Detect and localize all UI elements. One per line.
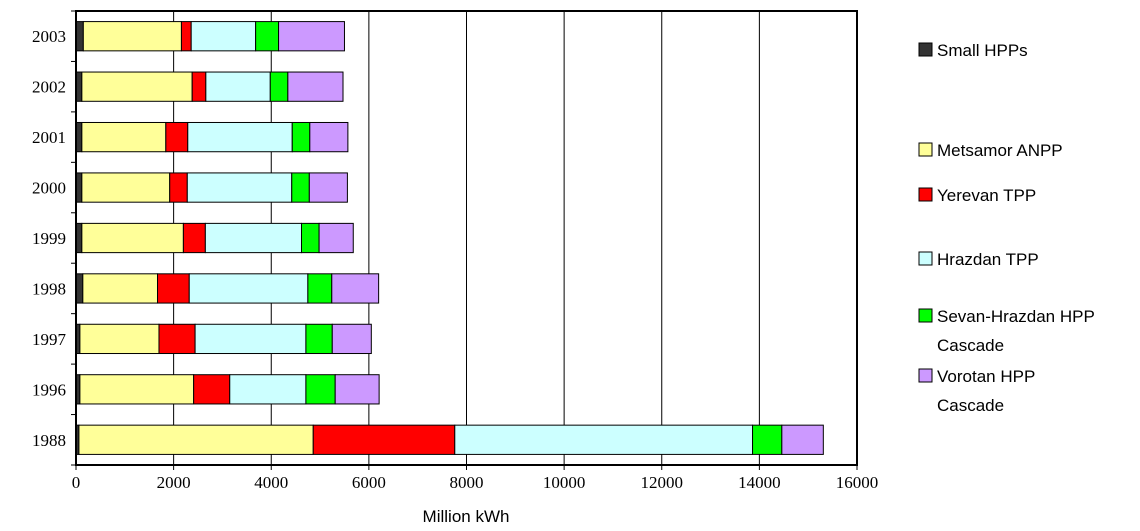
legend: Small HPPs Metsamor ANPP Yerevan TPP Hrazda…: [918, 41, 1095, 415]
bar-segment: [82, 21, 182, 52]
bar-segment: [305, 323, 333, 355]
x-tick-label: 12000: [641, 473, 684, 492]
legend-label: Cascade: [937, 336, 1004, 355]
bar-segment: [194, 323, 307, 355]
y-tick-label: 2003: [32, 27, 66, 46]
bar-segment: [180, 21, 192, 52]
bar-segment: [454, 424, 754, 455]
bar-segment: [81, 222, 184, 254]
bar-segment: [269, 71, 289, 102]
bar-segment: [331, 273, 380, 304]
legend-label: Yerevan TPP: [937, 186, 1036, 205]
legend-label: Vorotan HPP: [937, 367, 1035, 386]
legend-label: Small HPPs: [937, 41, 1028, 60]
bar-segment: [188, 273, 309, 304]
bar-segment: [291, 121, 311, 153]
bar-segment: [307, 273, 333, 304]
bar-segment: [204, 222, 303, 254]
bar-segment: [331, 323, 372, 355]
bar-segment: [301, 222, 320, 254]
y-tick-label: 2002: [32, 78, 66, 97]
bar-segment: [752, 424, 783, 455]
legend-label: Metsamor ANPP: [937, 141, 1063, 160]
x-tick-label: 14000: [738, 473, 781, 492]
bar-segment: [190, 21, 257, 52]
bar-segment: [308, 172, 348, 203]
bar-segment: [78, 424, 314, 455]
legend-label: Hrazdan TPP: [937, 250, 1039, 269]
y-axis-ticks: 1988 1996 1997 1998 1999 2000 2001 2002 2003: [32, 10, 76, 466]
y-tick-label: 2001: [32, 128, 66, 147]
bar-segment: [187, 121, 293, 153]
x-tick-label: 8000: [450, 473, 484, 492]
bar-segment: [75, 21, 84, 52]
x-axis-title: Million kWh: [423, 507, 510, 526]
bar-segment: [312, 424, 456, 455]
x-tick-label: 4000: [254, 473, 288, 492]
x-tick-label: 0: [72, 473, 81, 492]
legend-swatch: [918, 142, 933, 157]
legend-swatch: [918, 187, 933, 202]
bar-segment: [186, 172, 293, 203]
y-tick-label: 1988: [32, 431, 66, 450]
legend-swatch: [918, 251, 933, 266]
bar-segment: [287, 71, 344, 102]
bar-segment: [193, 374, 231, 405]
bar-segment: [334, 374, 380, 405]
bar-segment: [81, 172, 171, 203]
bar-segment: [255, 21, 280, 52]
x-tick-label: 10000: [543, 473, 586, 492]
bar-segment: [781, 424, 824, 455]
legend-label: Sevan-Hrazdan HPP: [937, 307, 1095, 326]
bar-segment: [81, 121, 167, 153]
x-tick-label: 2000: [157, 473, 191, 492]
bar-segment: [305, 374, 336, 405]
bar-segment: [169, 172, 188, 203]
legend-swatch: [918, 42, 933, 57]
bar-segment: [79, 323, 160, 355]
bar-segment: [318, 222, 354, 254]
x-axis-ticks: 0 2000 4000 6000 8000 10000 12000 14000 16000: [72, 465, 879, 492]
bar-segment: [75, 273, 84, 304]
bar-segment: [182, 222, 206, 254]
bar-segment: [291, 172, 310, 203]
y-tick-label: 1999: [32, 229, 66, 248]
legend-swatch: [918, 368, 933, 383]
bar-segment: [157, 273, 190, 304]
legend-swatch: [918, 308, 933, 323]
bars: [75, 21, 824, 455]
y-tick-label: 2000: [32, 179, 66, 198]
bar-segment: [158, 323, 196, 355]
bar-segment: [278, 21, 345, 52]
y-tick-label: 1996: [32, 380, 66, 399]
bar-segment: [82, 273, 159, 304]
bar-segment: [309, 121, 349, 153]
bar-segment: [81, 71, 193, 102]
legend-label: Cascade: [937, 396, 1004, 415]
bar-segment: [79, 374, 195, 405]
y-tick-label: 1997: [32, 330, 67, 349]
bar-segment: [191, 71, 207, 102]
x-tick-label: 6000: [352, 473, 386, 492]
bar-segment: [205, 71, 271, 102]
y-tick-label: 1998: [32, 279, 66, 298]
bar-segment: [229, 374, 307, 405]
bar-segment: [165, 121, 189, 153]
x-tick-label: 16000: [836, 473, 879, 492]
